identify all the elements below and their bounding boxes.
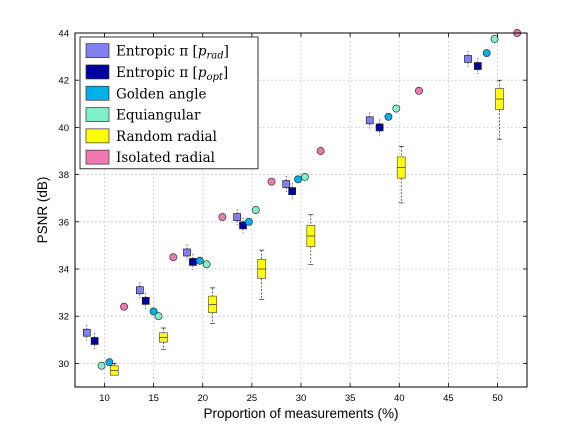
data-point-square	[189, 258, 197, 266]
y-tick-label: 32	[58, 312, 69, 323]
x-tick-label: 15	[148, 393, 159, 404]
legend-swatch	[85, 149, 110, 165]
y-tick-label: 34	[58, 265, 69, 276]
axis-ticks: 10 15 20 25 30 35 40 45 50 30 32 34 36 38 40 42 44	[58, 29, 527, 404]
y-tick-label: 40	[58, 123, 69, 134]
data-point-circle	[244, 217, 253, 226]
x-tick-label: 40	[394, 393, 405, 404]
x-tick-label: 30	[296, 393, 307, 404]
data-point-square	[233, 213, 241, 221]
legend-swatch	[85, 85, 110, 101]
series-0	[82, 50, 472, 341]
y-tick-label: 44	[58, 29, 69, 40]
series-3	[97, 34, 499, 370]
legend-entry: Equiangular	[116, 108, 201, 124]
data-point-circle	[294, 175, 303, 184]
data-point-circle	[218, 213, 227, 222]
data-point-circle	[267, 177, 276, 186]
legend-entry: Isolated radial	[116, 150, 215, 166]
legend-swatch	[85, 107, 110, 122]
legend-box	[79, 36, 259, 170]
x-tick-label: 35	[345, 393, 356, 404]
data-point-circle	[154, 312, 163, 321]
legend: Entropic π [prad] Entropic π [popt] Golden…	[79, 36, 259, 170]
data-point-square	[375, 123, 384, 132]
data-point-circle	[384, 112, 393, 121]
x-tick-label: 10	[99, 393, 110, 404]
y-tick-label: 36	[58, 217, 69, 228]
x-tick-label: 25	[247, 393, 258, 404]
legend-entry: Golden angle	[116, 86, 207, 102]
x-tick-label: 50	[492, 393, 503, 404]
legend-swatch	[85, 128, 110, 144]
legend-swatch	[85, 64, 110, 80]
series-4	[109, 79, 504, 376]
data-point-circle	[97, 361, 106, 370]
data-point-square	[183, 248, 191, 257]
x-tick-label: 20	[197, 393, 208, 404]
data-point-square	[239, 221, 247, 230]
legend-entry: Entropic π [popt]	[116, 65, 228, 83]
data-point-square	[365, 116, 374, 125]
data-point-square	[288, 187, 297, 195]
data-marks	[82, 29, 522, 376]
data-point-circle	[120, 302, 129, 311]
data-point-circle	[105, 358, 114, 367]
legend-entry: Random radial	[116, 129, 217, 145]
data-point-circle	[195, 256, 204, 265]
y-tick-label: 30	[58, 359, 69, 370]
data-point-circle	[149, 307, 158, 316]
data-point-circle	[490, 34, 499, 43]
data-point-square	[282, 180, 291, 188]
y-axis-label: PSNR (dB)	[35, 177, 50, 244]
data-point-square	[82, 328, 91, 337]
series-1	[90, 58, 482, 349]
data-point-circle	[392, 104, 401, 113]
y-tick-label: 42	[58, 76, 69, 87]
series-2	[105, 49, 491, 367]
data-point-circle	[251, 206, 260, 214]
data-point-circle	[169, 253, 178, 262]
data-point-square	[464, 55, 472, 63]
legend-entry: Entropic π [prad]	[116, 44, 229, 62]
x-tick-label: 45	[443, 393, 454, 404]
x-axis-label: Proportion of measurements (%)	[203, 406, 398, 421]
data-point-circle	[316, 147, 325, 155]
data-point-square	[141, 297, 150, 305]
data-point-square	[90, 337, 99, 345]
data-point-square	[474, 62, 482, 70]
data-point-circle	[202, 260, 211, 269]
data-point-circle	[482, 49, 491, 58]
y-tick-label: 38	[58, 170, 69, 181]
data-point-circle	[414, 86, 423, 95]
data-point-square	[136, 286, 144, 295]
data-point-circle	[300, 173, 309, 181]
legend-swatch	[85, 43, 110, 59]
